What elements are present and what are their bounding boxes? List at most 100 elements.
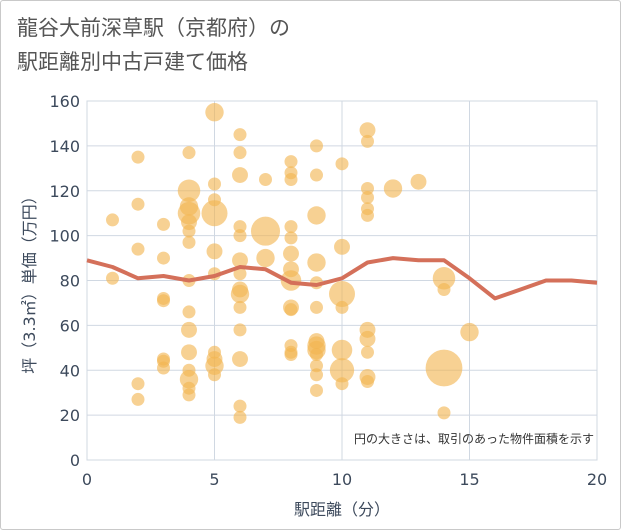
y-tick-label-5: 100: [49, 227, 80, 246]
x-tick-label-3: 15: [459, 470, 479, 489]
bubble-28: [182, 388, 196, 402]
bubble-91: [361, 182, 374, 196]
x-tick-label-1: 5: [209, 470, 219, 489]
bubble-81: [310, 383, 323, 397]
bubble-79: [310, 359, 323, 373]
y-axis-label: 坪（3.3㎡）単価（万円）: [20, 188, 39, 373]
bubble-size-note: 円の大きさは、取引のあった物件面積を示す: [354, 431, 594, 446]
bubble-80: [310, 368, 323, 382]
bubble-20: [182, 235, 196, 249]
bubble-51: [233, 399, 247, 413]
bubble-60: [284, 231, 298, 245]
bubble-106: [460, 322, 479, 342]
bubble-47: [230, 284, 250, 304]
bubble-69: [310, 139, 323, 153]
bubble-1: [106, 271, 119, 285]
bubble-87: [329, 358, 355, 383]
bubble-52: [233, 410, 247, 424]
x-tick-label-4: 20: [587, 470, 607, 489]
bubble-84: [329, 280, 355, 307]
bubble-78: [310, 348, 323, 362]
bubble-85: [335, 300, 349, 314]
bubble-70: [310, 168, 323, 182]
chart-title-line2: 駅距離別中古戸建て価格: [17, 50, 248, 74]
bubble-49: [233, 323, 247, 337]
bubble-24: [181, 344, 197, 361]
bubble-6: [131, 392, 145, 406]
bubble-59: [284, 220, 298, 234]
chart-title: 龍谷大前深草駅（京都府）の 駅距離別中古戸建て価格: [17, 11, 577, 79]
bubble-74: [310, 300, 323, 314]
bubble-13: [157, 361, 170, 375]
grid-lines: [86, 100, 598, 461]
x-tick-labels: 0 5 10 15 20: [82, 470, 607, 489]
bubble-65: [284, 303, 298, 317]
bubble-102: [432, 266, 456, 290]
bubble-8: [157, 251, 170, 265]
bubble-71: [307, 206, 326, 225]
bubble-96: [359, 330, 376, 347]
bubble-104: [425, 349, 463, 387]
bubble-15: [177, 179, 201, 203]
bubble-90: [361, 134, 374, 148]
bubble-7: [157, 217, 170, 231]
bubble-4: [131, 242, 145, 256]
x-tick-label-0: 0: [82, 470, 92, 489]
bubble-58: [284, 173, 298, 187]
bubble-45: [233, 267, 247, 281]
bubble-series: [106, 103, 479, 424]
y-tick-label-2: 40: [60, 361, 80, 380]
bubble-55: [256, 248, 275, 268]
bubble-94: [361, 208, 374, 222]
bubble-29: [205, 103, 224, 122]
bubble-50: [232, 351, 248, 367]
bubble-97: [361, 345, 374, 359]
bubble-54: [250, 216, 281, 246]
bubble-103: [437, 282, 451, 296]
bubble-89: [359, 122, 376, 139]
bubble-23: [181, 321, 197, 338]
bubble-72: [307, 253, 326, 272]
bubble-83: [334, 238, 350, 255]
y-tick-labels: 0 20 40 60 80 100 120 140 160: [49, 92, 80, 470]
bubble-68: [284, 348, 298, 362]
y-tick-label-3: 60: [60, 316, 80, 335]
y-tick-label-7: 140: [49, 137, 80, 156]
x-tick-label-2: 10: [332, 470, 352, 489]
bubble-5: [131, 377, 145, 391]
bubble-19: [182, 224, 196, 238]
y-tick-label-8: 160: [49, 92, 80, 111]
bubble-0: [106, 213, 119, 227]
bubble-14: [182, 146, 196, 160]
bubble-43: [233, 229, 247, 243]
bubble-30: [208, 177, 221, 191]
bubble-53: [259, 173, 272, 187]
bubble-99: [361, 374, 374, 388]
y-tick-label-6: 120: [49, 182, 80, 201]
bubble-42: [233, 220, 247, 234]
y-tick-label-0: 0: [70, 451, 80, 470]
y-tick-label-1: 20: [60, 406, 80, 425]
bubble-32: [201, 200, 228, 227]
bubble-61: [283, 245, 299, 262]
bubble-48: [233, 300, 247, 314]
bubble-41: [232, 167, 248, 184]
bubble-2: [131, 150, 145, 164]
bubble-10: [157, 294, 170, 308]
x-axis-label: 駅距離（分）: [294, 500, 390, 519]
bubble-38: [208, 368, 221, 382]
average-price-line: [86, 256, 598, 301]
bubble-86: [331, 339, 353, 361]
bubble-3: [131, 197, 145, 211]
bubble-105: [437, 406, 451, 420]
bubble-40: [233, 146, 247, 160]
bubble-101: [410, 173, 427, 190]
y-tick-label-4: 80: [60, 272, 80, 291]
chart-title-line1: 龍谷大前深草駅（京都府）の: [17, 16, 290, 40]
bubble-88: [335, 377, 349, 391]
bubble-82: [335, 157, 349, 171]
bubble-100: [383, 179, 403, 198]
bubble-56: [284, 155, 298, 169]
bubble-33: [206, 243, 223, 260]
